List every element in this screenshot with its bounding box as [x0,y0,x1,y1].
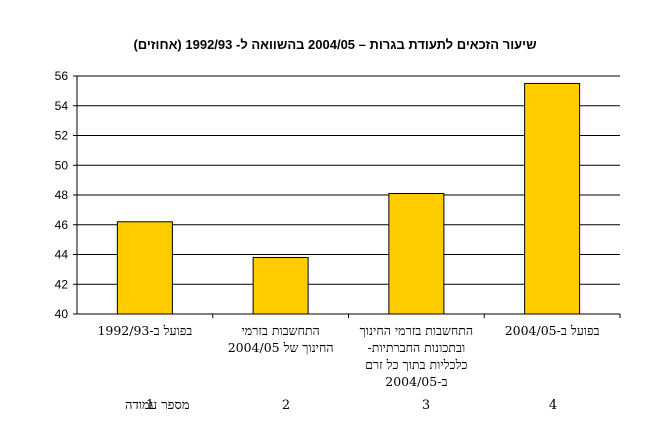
column-number-row: 1 2 3 4 מספר עמודה [125,398,557,413]
category-label: ובתכונות החברתיות- [368,340,466,355]
plot-area [77,75,620,315]
y-tick-label: 46 [55,218,69,232]
category-label: החינוך של 2004/05 [228,340,334,355]
category-label: כלכליות בתוך כל זרם [365,357,467,372]
category-label: התחשבות בזרמי [242,323,320,338]
y-tick-label: 48 [55,188,69,202]
y-tick-label: 52 [55,129,69,143]
column-number: 4 [549,398,557,413]
y-tick-label: 56 [55,69,69,83]
x-axis: בפועל ב-1992/93 התחשבות בזרמי החינוך של 20… [77,313,621,389]
column-number: 2 [282,398,290,413]
category-label: ב-2004/05 [385,374,447,389]
chart-title: שיעור הזכאים לתעודת בגרות – 2004/05 בהשו… [133,37,536,52]
column-number: 3 [422,398,430,413]
y-tick-label: 44 [55,248,69,262]
bar [388,193,445,315]
category-label: בפועל ב-1992/93 [97,323,192,338]
category-label: בפועל ב-2004/05 [505,323,600,338]
column-number: 1 [146,398,154,413]
y-tick-label: 42 [55,277,69,291]
bar [116,221,173,315]
y-tick-label: 40 [55,307,69,321]
y-axis: 40 42 44 46 48 50 52 54 56 [55,69,78,321]
category-label: התחשבות בזרמי החינוך [360,323,473,338]
y-tick-label: 54 [55,99,69,113]
y-tick-label: 50 [55,158,69,172]
column-row-label: מספר עמודה [125,398,190,413]
bar [252,256,309,315]
bar [524,82,581,315]
